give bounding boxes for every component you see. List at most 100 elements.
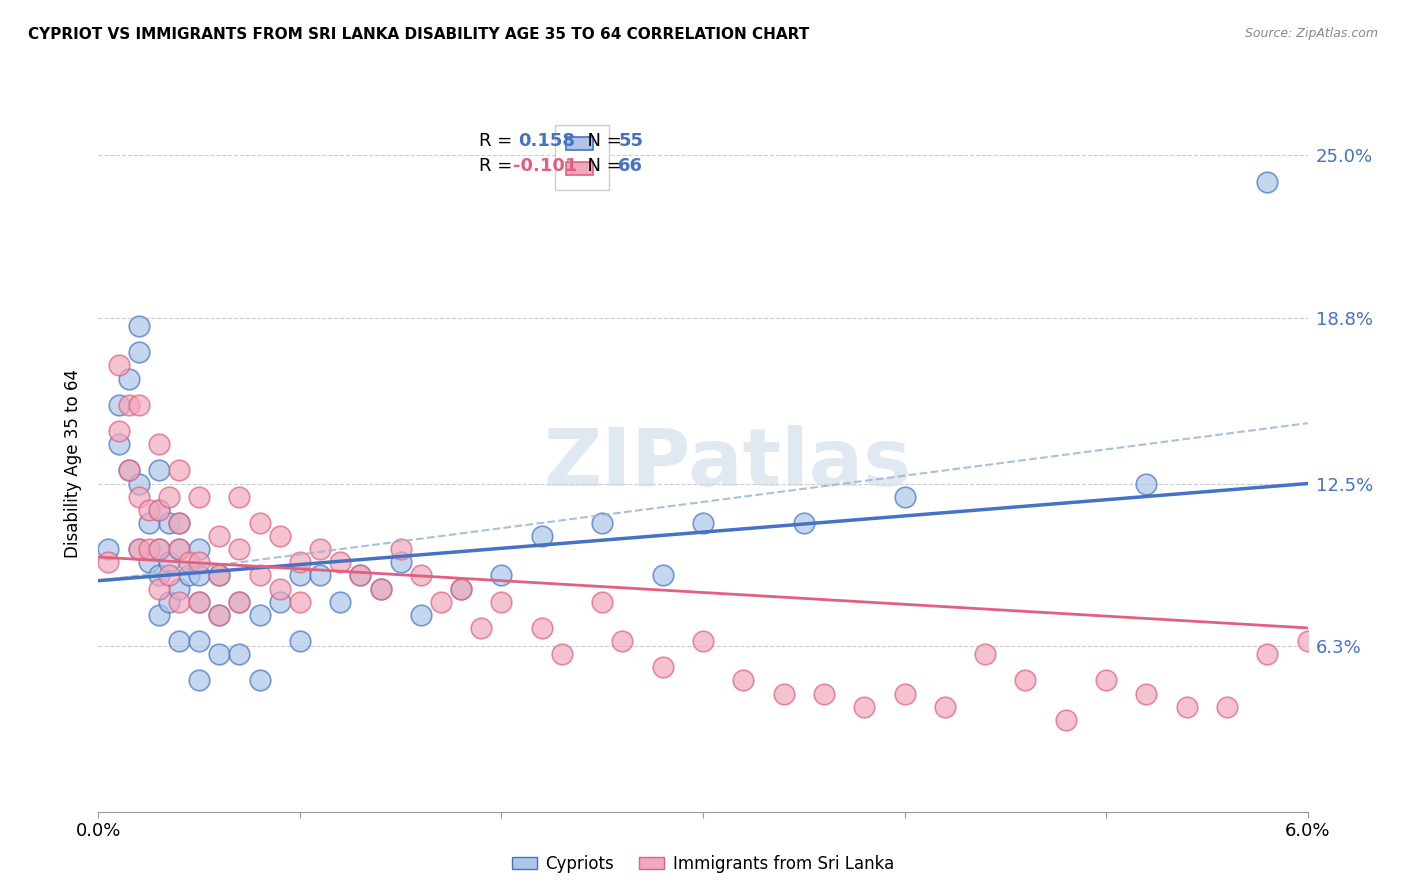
Point (530, 621, 553, 635)
Point (1135, 687, 1157, 701)
Point (733, 673, 755, 688)
Point (167, 582, 190, 596)
Point (249, 516, 271, 530)
Point (128, 542, 150, 557)
Point (157, 568, 180, 582)
Point (228, 647, 250, 661)
Point (148, 568, 170, 582)
Point (208, 607, 231, 622)
Point (249, 607, 271, 622)
Point (793, 516, 815, 530)
Point (167, 463, 190, 477)
Point (167, 516, 190, 530)
Point (370, 582, 392, 596)
Legend: , : , (555, 125, 609, 190)
Point (389, 542, 412, 557)
Point (138, 542, 160, 557)
Point (188, 555, 211, 569)
Text: 0.158: 0.158 (517, 132, 575, 150)
Point (974, 647, 997, 661)
Point (157, 555, 180, 569)
Point (329, 595, 352, 609)
Point (1054, 713, 1077, 727)
Point (148, 542, 170, 557)
Point (138, 555, 160, 569)
Point (249, 673, 271, 688)
Text: Source: ZipAtlas.com: Source: ZipAtlas.com (1244, 27, 1378, 40)
Point (208, 568, 231, 582)
Point (1135, 476, 1157, 491)
Point (128, 318, 150, 333)
Text: N =: N = (576, 132, 627, 150)
Point (228, 595, 250, 609)
Point (148, 437, 170, 451)
Point (893, 490, 915, 504)
Point (1256, 647, 1278, 661)
Point (208, 568, 231, 582)
Point (208, 529, 231, 543)
Point (349, 568, 371, 582)
Text: -0.101: -0.101 (513, 157, 578, 175)
Point (228, 542, 250, 557)
Point (148, 503, 170, 517)
Point (128, 490, 150, 504)
Text: 66: 66 (619, 157, 644, 175)
Point (148, 542, 170, 557)
Point (491, 595, 513, 609)
Text: R =: R = (479, 157, 519, 175)
Point (1216, 699, 1239, 714)
Point (118, 398, 141, 412)
Point (97, 555, 120, 569)
Point (188, 542, 211, 557)
Point (97, 542, 120, 557)
Point (934, 699, 956, 714)
Point (157, 595, 180, 609)
Point (188, 595, 211, 609)
Point (1296, 634, 1319, 648)
Point (692, 634, 714, 648)
Point (128, 476, 150, 491)
Point (188, 673, 211, 688)
Point (148, 463, 170, 477)
Point (118, 371, 141, 385)
Point (409, 607, 432, 622)
Point (1256, 175, 1278, 189)
Point (167, 542, 190, 557)
Point (1095, 673, 1118, 688)
Point (409, 568, 432, 582)
Point (309, 542, 332, 557)
Point (551, 647, 574, 661)
Point (450, 582, 472, 596)
Text: R =: R = (479, 132, 524, 150)
Point (179, 555, 201, 569)
Point (370, 582, 392, 596)
Point (389, 555, 412, 569)
Point (772, 687, 794, 701)
Point (530, 529, 553, 543)
Point (329, 555, 352, 569)
Point (591, 516, 613, 530)
Point (157, 516, 180, 530)
Point (148, 582, 170, 596)
Point (288, 555, 311, 569)
Text: ZIPatlas: ZIPatlas (543, 425, 911, 503)
Point (167, 595, 190, 609)
Point (148, 607, 170, 622)
Point (167, 634, 190, 648)
Point (118, 463, 141, 477)
Point (893, 687, 915, 701)
Point (167, 516, 190, 530)
Text: N =: N = (576, 157, 627, 175)
Y-axis label: Disability Age 35 to 64: Disability Age 35 to 64 (65, 369, 83, 558)
Point (853, 699, 876, 714)
Point (651, 660, 673, 674)
Point (208, 607, 231, 622)
Point (188, 568, 211, 582)
Point (349, 568, 371, 582)
Text: 55: 55 (619, 132, 644, 150)
Point (288, 568, 311, 582)
Point (288, 634, 311, 648)
Point (128, 345, 150, 359)
Point (470, 621, 492, 635)
Point (157, 490, 180, 504)
